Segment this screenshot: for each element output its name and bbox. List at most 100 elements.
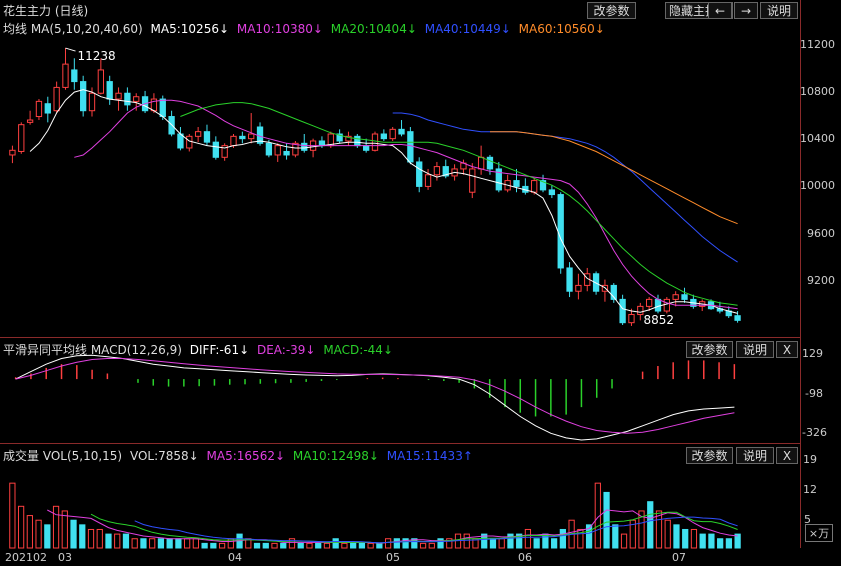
- candle-body: [433, 166, 441, 176]
- volume-bar: [52, 505, 60, 549]
- candle-body: [345, 135, 352, 142]
- volume-bar: [341, 542, 348, 549]
- candle-body: [248, 133, 255, 140]
- candle-body: [477, 156, 485, 170]
- x-label-04: 04: [228, 551, 242, 564]
- volume-bar: [551, 538, 558, 549]
- macd-tick-neg326: -326: [802, 426, 827, 439]
- volume-bar: [673, 524, 680, 549]
- volume-bar: [70, 519, 77, 549]
- vol-help-button[interactable]: 说明: [736, 447, 774, 464]
- candle-body: [35, 100, 43, 118]
- ma5-legend: MA5:10256↓: [150, 22, 230, 36]
- volume-bar: [149, 538, 156, 549]
- volume-bar: [463, 533, 470, 549]
- vol-close-button[interactable]: X: [776, 447, 798, 464]
- candle-body: [654, 298, 662, 312]
- ma40-line: [392, 112, 738, 263]
- volume-bar: [175, 538, 182, 549]
- volume-unit-button[interactable]: ×万: [805, 524, 833, 542]
- candle-body: [628, 314, 635, 324]
- scroll-left-button[interactable]: ←: [708, 2, 732, 19]
- volume-bar: [419, 542, 427, 549]
- vol-tick-12: 12: [803, 483, 817, 496]
- candle-body: [354, 135, 361, 147]
- volume-bar: [280, 542, 287, 549]
- candle-body: [53, 86, 60, 112]
- candle-body: [265, 142, 273, 156]
- volume-bar: [376, 542, 383, 549]
- macd-legend-label: 平滑异同平均线 MACD(12,26,9): [3, 343, 182, 357]
- help-button[interactable]: 说明: [760, 2, 798, 19]
- volume-bar: [699, 533, 706, 549]
- volume-bar: [402, 538, 409, 549]
- macd-help-button[interactable]: 说明: [736, 341, 774, 358]
- candle-body: [283, 150, 290, 156]
- candle-body: [416, 161, 423, 187]
- diff-line: [15, 354, 735, 441]
- macd-tick-129: 129: [802, 347, 823, 360]
- volume-bar: [26, 515, 33, 549]
- volume-bar: [516, 533, 523, 549]
- volume-bar: [201, 542, 208, 549]
- volume-bar: [297, 542, 304, 549]
- volume-bar: [708, 533, 715, 549]
- volume-bar: [428, 542, 435, 549]
- macd-change-params-button[interactable]: 改参数: [686, 341, 733, 358]
- volume-bar: [105, 533, 112, 549]
- ma60-line: [490, 131, 738, 225]
- candle-body: [380, 133, 387, 140]
- candle-body: [212, 141, 219, 158]
- price-tick-9600: 9600: [807, 227, 835, 240]
- volume-bar: [210, 542, 217, 549]
- min-price-label: 8852: [643, 313, 674, 327]
- volume-bar: [507, 533, 514, 549]
- candle-body: [230, 135, 237, 147]
- chart-title: 花生主力 (日线): [3, 4, 89, 18]
- candle-body: [194, 131, 202, 137]
- candle-body: [44, 103, 51, 114]
- volume-bar: [446, 538, 453, 549]
- volume-bar: [664, 519, 671, 549]
- volume-bar: [393, 538, 400, 549]
- volume-bar: [61, 510, 68, 549]
- candle-body: [336, 133, 343, 142]
- candle-body: [672, 294, 679, 300]
- volume-bar: [585, 524, 593, 549]
- candle-body: [531, 180, 538, 193]
- vol-ma10-legend: MA10:12498↓: [292, 449, 379, 463]
- candle-body: [124, 92, 131, 106]
- candle-body: [681, 294, 688, 300]
- candle-body: [548, 189, 556, 196]
- volume-bar: [306, 542, 313, 549]
- price-tick-9200: 9200: [807, 274, 835, 287]
- volume-bar: [734, 533, 741, 549]
- volume-bar: [629, 519, 636, 549]
- volume-bar: [577, 528, 584, 549]
- volume-bar: [655, 510, 663, 549]
- change-params-button[interactable]: 改参数: [587, 2, 636, 19]
- volume-bar: [725, 538, 733, 549]
- macd-close-button[interactable]: X: [776, 341, 798, 358]
- volume-bar: [542, 533, 549, 549]
- candle-body: [407, 131, 414, 163]
- candle-body: [557, 194, 564, 269]
- price-tick-11200: 11200: [800, 38, 835, 51]
- vol-change-params-button[interactable]: 改参数: [686, 447, 733, 464]
- volume-bar: [682, 528, 689, 549]
- scroll-right-button[interactable]: →: [734, 2, 758, 19]
- volume-bar: [35, 519, 42, 549]
- candle-body: [575, 284, 582, 292]
- volume-bar: [192, 538, 199, 549]
- candle-body: [239, 135, 246, 140]
- candle-body: [159, 98, 166, 118]
- candle-body: [115, 92, 122, 100]
- volume-bar: [437, 538, 444, 549]
- vol-ma15-legend: MA15:11433↑: [386, 449, 473, 463]
- volume-bar: [489, 538, 497, 549]
- volume-bar: [96, 528, 103, 549]
- volume-bar: [315, 542, 322, 549]
- macd-value-legend: MACD:-44↓: [323, 343, 393, 357]
- price-tick-10000: 10000: [800, 179, 835, 192]
